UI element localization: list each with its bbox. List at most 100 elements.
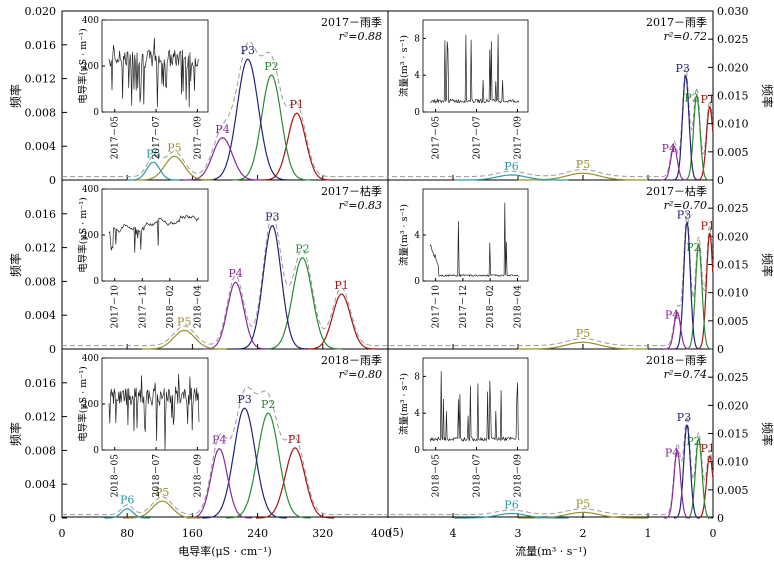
component-p6-curve bbox=[454, 174, 569, 181]
component-label: P6 bbox=[120, 494, 134, 507]
r2-label: r²=0.74 bbox=[664, 368, 707, 381]
panel-title: 2018－雨季 bbox=[646, 354, 707, 367]
y-tick-label: 0 bbox=[49, 512, 56, 525]
component-label: P3 bbox=[675, 62, 689, 75]
inset-timeseries-line bbox=[108, 214, 200, 253]
x-tick-label: 320 bbox=[312, 527, 333, 540]
component-p3-curve bbox=[674, 424, 700, 519]
component-p3-curve bbox=[673, 220, 701, 350]
component-p2-curve bbox=[683, 94, 710, 181]
component-label: P3 bbox=[237, 393, 251, 406]
y-tick-label: 0.004 bbox=[25, 478, 57, 491]
r2-label: r²=0.88 bbox=[339, 30, 382, 43]
y-tick-label: 0 bbox=[49, 174, 56, 187]
inset-y-tick-label: 400 bbox=[82, 354, 99, 364]
r2-label: r²=0.72 bbox=[664, 30, 707, 43]
inset-y-tick-label: 0 bbox=[414, 108, 420, 118]
y-tick-label: 0.005 bbox=[717, 315, 749, 328]
component-label: P1 bbox=[334, 279, 348, 292]
y-tick-label: 0.016 bbox=[25, 208, 57, 221]
component-label: P3 bbox=[677, 411, 691, 424]
x-tick-label: 1 bbox=[645, 527, 652, 540]
component-label: P6 bbox=[146, 147, 160, 160]
inset-y-tick-label: 4 bbox=[414, 71, 420, 81]
component-p3-curve bbox=[202, 407, 287, 519]
inset-x-tick-label: 2017－09 bbox=[514, 116, 524, 160]
inset-y-axis-title: 电导率(μS · m⁻¹) bbox=[77, 366, 89, 442]
component-p2-curve bbox=[685, 243, 712, 350]
inset-y-tick-label: 400 bbox=[82, 16, 99, 26]
component-label: P5 bbox=[576, 158, 590, 171]
y-tick-label: 0.005 bbox=[717, 484, 749, 497]
y-tick-label: 0.020 bbox=[717, 230, 749, 243]
component-label: P3 bbox=[265, 211, 279, 224]
component-p6-curve bbox=[454, 512, 569, 519]
inset-frame bbox=[101, 357, 209, 451]
x-tick-label: 400 bbox=[371, 527, 392, 540]
inset-x-tick-label: 2017－12 bbox=[459, 285, 469, 328]
component-label: P4 bbox=[662, 142, 676, 155]
component-p6-curve bbox=[127, 161, 180, 181]
inset-y-tick-label: 8 bbox=[414, 372, 420, 382]
component-p1-curve bbox=[260, 112, 333, 181]
y-tick-label: 0.025 bbox=[717, 33, 749, 46]
y-tick-label: 0.012 bbox=[25, 73, 57, 86]
component-p1-curve bbox=[305, 293, 378, 350]
y-tick-label: 0.012 bbox=[25, 411, 57, 424]
left-y-label-bottom: 频率 bbox=[8, 422, 23, 446]
y-tick-label: 0.015 bbox=[717, 259, 749, 272]
component-p1-curve bbox=[696, 455, 714, 519]
inset-x-tick-label: 2018－09 bbox=[514, 454, 524, 498]
inset-frame bbox=[101, 19, 209, 113]
y-tick-label: 0.010 bbox=[717, 118, 749, 131]
component-p4-curve bbox=[664, 449, 691, 519]
y-tick-label: 0.015 bbox=[717, 90, 749, 103]
inset-timeseries-line bbox=[429, 34, 520, 104]
component-p3-curve bbox=[236, 224, 309, 350]
component-label: P4 bbox=[665, 308, 679, 321]
r2-label: r²=0.70 bbox=[664, 199, 707, 212]
inset-x-tick-label: 2017－07 bbox=[152, 116, 162, 160]
y-tick-label: 0.010 bbox=[717, 287, 749, 300]
component-p5-curve bbox=[518, 341, 648, 350]
y-tick-label: 0.008 bbox=[25, 444, 57, 457]
inset-x-tick-label: 2018－09 bbox=[193, 454, 203, 498]
y-tick-label: 0.008 bbox=[25, 106, 57, 119]
component-p4-curve bbox=[183, 137, 262, 181]
component-label: P2 bbox=[686, 435, 700, 448]
component-p2-curve bbox=[232, 74, 311, 181]
component-label: P4 bbox=[212, 434, 226, 447]
component-p2-curve bbox=[263, 257, 342, 350]
component-p6-curve bbox=[104, 508, 150, 519]
y-tick-label: 0.020 bbox=[717, 61, 749, 74]
component-label: P5 bbox=[177, 315, 191, 328]
y-tick-label: 0 bbox=[49, 343, 56, 356]
x-tick-label: 2 bbox=[580, 527, 587, 540]
mixture-curve bbox=[62, 214, 388, 347]
y-tick-label: 0.005 bbox=[717, 146, 749, 159]
inset-y-axis-title: 流量(m³ · s⁻¹) bbox=[398, 373, 410, 435]
inset-frame bbox=[101, 188, 209, 282]
component-label: P4 bbox=[215, 123, 229, 136]
inset-timeseries-line bbox=[108, 37, 200, 108]
inset-y-axis-title: 流量(m³ · s⁻¹) bbox=[398, 204, 410, 266]
inset-y-tick-label: 4 bbox=[414, 231, 420, 241]
right-y-label-bottom: 频率 bbox=[760, 422, 774, 446]
inset-timeseries-line bbox=[429, 371, 520, 442]
inset-x-tick-label: 2017－05 bbox=[111, 116, 121, 160]
component-p3-curve bbox=[672, 74, 699, 181]
inset-x-tick-label: 2018－07 bbox=[473, 454, 483, 498]
panel-title: 2017－雨季 bbox=[646, 16, 707, 29]
left-x-axis-title: 电导率(μS · cm⁻¹) bbox=[178, 544, 272, 558]
component-p4-curve bbox=[186, 448, 252, 519]
component-p4-curve bbox=[203, 281, 269, 350]
y-tick-label: 0.004 bbox=[25, 309, 57, 322]
panel-title: 2018－雨季 bbox=[321, 354, 382, 367]
component-label: P1 bbox=[701, 442, 715, 455]
inset-x-tick-label: 2018－02 bbox=[486, 285, 496, 328]
r2-label: r²=0.83 bbox=[339, 199, 382, 212]
inset-y-tick-label: 8 bbox=[414, 34, 420, 44]
r2-label: r²=0.80 bbox=[339, 368, 382, 381]
component-label: P3 bbox=[241, 44, 255, 57]
